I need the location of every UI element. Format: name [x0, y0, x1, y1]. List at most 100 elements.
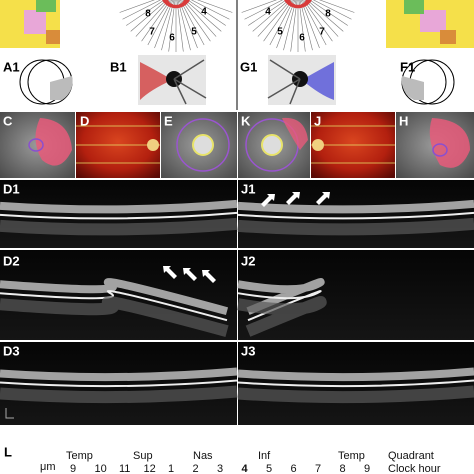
quadrant: Sup — [133, 450, 153, 462]
fan-line — [119, 0, 155, 13]
vf-circles-right — [401, 59, 455, 105]
clock-label: 8 — [325, 9, 331, 20]
clock-hour: 9 — [364, 463, 370, 474]
choroid — [237, 217, 474, 236]
clock-label: 5 — [191, 27, 197, 38]
panel-label: C — [3, 113, 13, 128]
fan-line — [299, 0, 313, 51]
panel-label: J — [314, 113, 321, 128]
arrows — [163, 192, 330, 283]
fan-line — [301, 0, 327, 46]
overlay — [35, 118, 72, 166]
clock-title: Clock hour — [388, 463, 441, 474]
clock-hour: 9 — [70, 463, 76, 474]
clock-hour: 2 — [193, 463, 199, 474]
fan-line — [126, 0, 165, 26]
fan-line — [182, 0, 217, 37]
retina-band — [0, 367, 238, 382]
scale-bar — [5, 408, 14, 419]
rpe-band — [0, 290, 228, 322]
clock-labels-right: 45 6 78 — [265, 7, 331, 44]
clock-hour: 11 — [119, 463, 130, 474]
rpe-band — [237, 379, 474, 388]
fan-line — [257, 0, 292, 37]
clock-hour: 5 — [266, 463, 272, 474]
disc — [261, 134, 283, 156]
disc-outline — [28, 138, 44, 152]
clock-hour: 7 — [315, 463, 321, 474]
clock-label: 6 — [169, 33, 175, 44]
fan-line — [303, 0, 333, 42]
fan-line — [298, 0, 306, 52]
retina-band — [0, 278, 229, 316]
choroid — [0, 217, 238, 236]
quadrant: Temp — [338, 450, 365, 462]
fan-line — [168, 0, 176, 52]
panel-label: H — [399, 113, 408, 128]
rpe-band — [0, 211, 238, 220]
clock-label: 8 — [145, 9, 151, 20]
quadrant: Inf — [258, 450, 271, 462]
fan-arc — [284, 0, 312, 9]
retina-band — [237, 199, 474, 214]
rpe-band — [237, 290, 322, 322]
disc — [312, 139, 324, 151]
fan-line — [184, 0, 222, 32]
fan-line — [263, 0, 293, 42]
clock-hour: 6 — [291, 463, 297, 474]
fan-line — [179, 0, 205, 46]
clock-hour: 12 — [144, 463, 156, 474]
clock-labels-left: 8 7 6 54 — [145, 7, 207, 44]
fan-line — [161, 0, 175, 51]
panel-label: F1 — [400, 59, 415, 74]
clock-label: 7 — [149, 27, 155, 38]
fan-line — [177, 0, 191, 51]
fan-line — [147, 0, 173, 46]
fan-line — [197, 0, 233, 13]
retina-band — [0, 199, 238, 214]
quadrant: Nas — [193, 450, 213, 462]
optic-disc-right — [267, 55, 336, 105]
fan-line — [252, 0, 290, 32]
panel-label: J3 — [241, 343, 255, 358]
retina-band — [237, 278, 325, 315]
panel-label: E — [164, 113, 173, 128]
fan-line — [276, 0, 296, 49]
sector-fans — [119, 0, 355, 52]
fan-line — [181, 0, 211, 42]
oct-scans — [0, 180, 474, 425]
disc — [192, 134, 214, 156]
retina-band — [237, 367, 474, 382]
panel-label: G1 — [240, 59, 257, 74]
fan-line — [191, 0, 230, 20]
clock-label: 4 — [201, 7, 207, 18]
fan-line — [130, 0, 168, 32]
clock-hour: 8 — [340, 463, 346, 474]
oct-image — [0, 180, 237, 248]
disc-outline — [432, 143, 448, 157]
panel-labels: A1 B1 G1 F1 C D E K J H D1 J1 D2 J2 D3 J3 L — [3, 59, 415, 459]
fan-line — [283, 0, 297, 51]
panel-label: D3 — [3, 343, 20, 358]
fan-line — [135, 0, 170, 37]
fan-line — [319, 0, 355, 13]
clock-hour: 4 — [242, 463, 249, 474]
choroid — [236, 296, 327, 337]
rpe-band — [237, 211, 474, 220]
clock-label: 5 — [277, 27, 283, 38]
quadrant-title: Quadrant — [388, 450, 434, 462]
fan-line — [269, 0, 295, 46]
panel-label: L — [4, 444, 12, 459]
fan-line — [290, 0, 298, 52]
choroid — [237, 385, 474, 404]
overlay — [282, 117, 308, 150]
fan-line — [178, 0, 198, 49]
clock-label: 7 — [319, 27, 325, 38]
fan-line — [300, 0, 320, 49]
fan-line — [248, 0, 287, 26]
fan-line — [241, 0, 277, 13]
panel-label: D2 — [3, 253, 20, 268]
clock-hour: 1 — [168, 463, 174, 474]
